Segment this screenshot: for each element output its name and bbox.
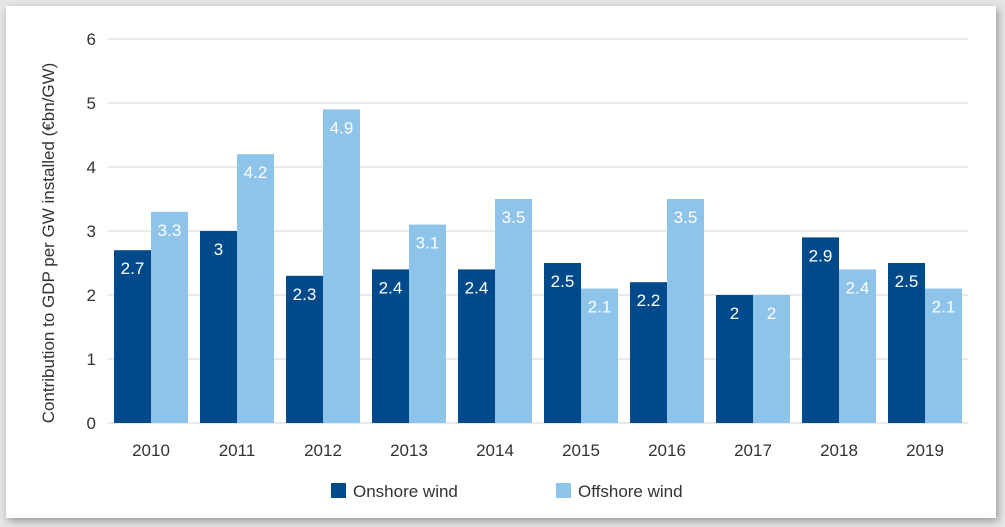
y-tick-label: 4	[87, 158, 96, 177]
y-axis-ticks: 0 1 2 3 4 5 6	[87, 30, 96, 433]
y-tick-label: 5	[87, 94, 96, 113]
y-tick-label: 0	[87, 414, 96, 433]
data-label: 2.7	[121, 259, 145, 278]
bar-offshore-2013	[409, 224, 446, 423]
bar-onshore-2012	[286, 275, 323, 423]
data-label: 4.9	[330, 118, 354, 137]
bar-onshore-2013	[372, 269, 409, 423]
data-label: 3.5	[502, 208, 526, 227]
bar-offshore-2015	[581, 288, 618, 423]
legend-swatch-onshore	[331, 483, 346, 498]
bar-offshore-2010	[151, 211, 188, 423]
bar-offshore-2018	[839, 269, 876, 423]
x-tick-label: 2012	[304, 441, 342, 460]
bar-onshore-2019	[888, 263, 925, 423]
data-label: 3.5	[674, 208, 698, 227]
bar-onshore-2018	[802, 237, 839, 423]
bar-onshore-2015	[544, 263, 581, 423]
x-tick-label: 2017	[734, 441, 772, 460]
data-label: 2.1	[932, 298, 956, 317]
bar-offshore-2016	[667, 199, 704, 423]
y-tick-label: 1	[87, 350, 96, 369]
bar-offshore-2011	[237, 154, 274, 423]
bars: 2.7 3.3 3 4.2 2.3 4.9 2.4 3.1 2.4 3.5 2.5 2.1 2.2 3.5…	[114, 109, 962, 424]
bar-onshore-2011	[200, 231, 237, 423]
x-tick-label: 2015	[562, 441, 600, 460]
bar-onshore-2014	[458, 269, 495, 423]
legend-swatch-offshore	[556, 483, 571, 498]
data-label: 2.1	[588, 298, 612, 317]
y-axis-label: Contribution to GDP per GW installed (€b…	[39, 63, 58, 424]
data-label: 2.9	[809, 246, 833, 265]
data-label: 2.4	[379, 278, 403, 297]
x-tick-label: 2010	[132, 441, 170, 460]
data-label: 2.2	[637, 291, 661, 310]
bar-offshore-2014	[495, 199, 532, 423]
bar-onshore-2017	[716, 295, 753, 423]
x-tick-label: 2018	[820, 441, 858, 460]
y-tick-label: 6	[87, 30, 96, 49]
bar-onshore-2010	[114, 250, 151, 423]
bar-onshore-2016	[630, 282, 667, 423]
data-label: 3.1	[416, 234, 440, 253]
y-tick-label: 3	[87, 222, 96, 241]
data-label: 2.5	[551, 272, 575, 291]
bar-offshore-2012	[323, 109, 360, 424]
legend-label-offshore: Offshore wind	[578, 482, 683, 501]
x-tick-label: 2019	[906, 441, 944, 460]
data-label: 2	[730, 304, 739, 323]
legend-label-onshore: Onshore wind	[353, 482, 458, 501]
x-tick-label: 2011	[219, 441, 256, 460]
x-axis-ticks: 2010 2011 2012 2013 2014 2015 2016 2017 2018 2019	[132, 441, 944, 460]
data-label: 4.2	[244, 163, 268, 182]
bar-offshore-2017	[753, 295, 790, 423]
data-label: 3.3	[158, 221, 182, 240]
data-label: 3	[214, 240, 223, 259]
legend: Onshore wind Offshore wind	[331, 482, 683, 501]
data-label: 2.4	[465, 278, 489, 297]
data-label: 2	[767, 304, 776, 323]
x-tick-label: 2013	[390, 441, 428, 460]
bar-offshore-2019	[925, 288, 962, 423]
data-label: 2.5	[895, 272, 919, 291]
x-tick-label: 2016	[648, 441, 686, 460]
data-label: 2.4	[846, 278, 870, 297]
data-label: 2.3	[293, 285, 317, 304]
x-tick-label: 2014	[476, 441, 514, 460]
y-tick-label: 2	[87, 286, 96, 305]
